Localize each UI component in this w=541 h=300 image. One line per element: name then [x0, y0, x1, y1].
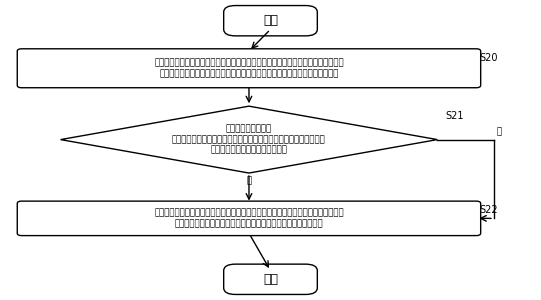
Text: 处理器向扬声器发送警报指令并向无线装置发送存储的当前住宅信息以及报警急救指
令，扬声器以及无线装置接收到则根据对应的指令及信息进行执行: 处理器向扬声器发送警报指令并向无线装置发送存储的当前住宅信息以及报警急救指 令，… — [154, 209, 344, 228]
Text: 开始: 开始 — [263, 14, 278, 27]
Text: S20: S20 — [479, 53, 498, 63]
Text: S22: S22 — [479, 205, 498, 215]
Text: 结束: 结束 — [263, 273, 278, 286]
Text: 否: 否 — [497, 128, 502, 136]
Text: 处理器接收到则根据
天然气信息以及液化气信息分析当前环境中天然气浓度和（或）液化
气浓度是否有超过对应的预设液度: 处理器接收到则根据 天然气信息以及液化气信息分析当前环境中天然气浓度和（或）液化… — [172, 125, 326, 154]
Polygon shape — [61, 106, 437, 173]
FancyBboxPatch shape — [223, 264, 318, 294]
Text: 是: 是 — [246, 176, 252, 185]
Text: S21: S21 — [445, 111, 464, 121]
Text: 处理器向天然气检测仪及液化气检测仪发送实时检测指令，天然气检测仪及液化气检
测仪接收到则实时检测当前环境中天然气信息及液化气信息并将其返回给处理器: 处理器向天然气检测仪及液化气检测仪发送实时检测指令，天然气检测仪及液化气检 测仪… — [154, 58, 344, 78]
FancyBboxPatch shape — [17, 201, 480, 236]
FancyBboxPatch shape — [17, 49, 480, 88]
FancyBboxPatch shape — [223, 5, 318, 36]
